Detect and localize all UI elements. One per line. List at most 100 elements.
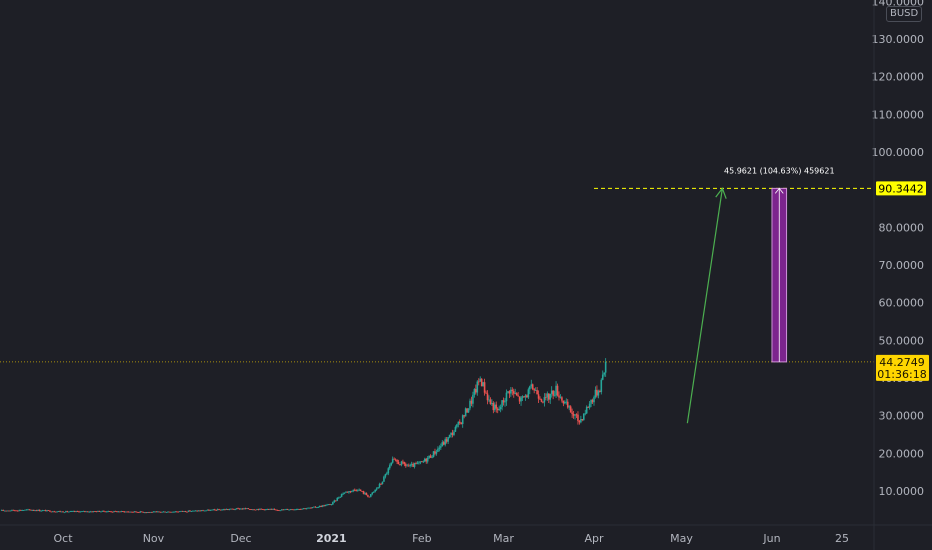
candle-countdown-label: 01:36:18 — [877, 368, 926, 381]
candle-body — [158, 511, 161, 513]
candle-body — [431, 457, 433, 458]
price-tick-label: 100.0000 — [872, 146, 925, 159]
candle-body — [231, 508, 234, 510]
candle-body — [419, 461, 422, 463]
candle-body — [561, 397, 563, 401]
candle-body — [447, 437, 449, 442]
candle-body — [51, 511, 54, 513]
candle-body — [225, 509, 228, 511]
candle-body — [323, 505, 325, 507]
candle-body — [216, 509, 219, 511]
candle-body — [405, 464, 407, 466]
candle-body — [123, 511, 126, 513]
candle-body — [294, 509, 296, 511]
candle-body — [25, 509, 28, 511]
candle-body — [181, 510, 184, 512]
candle-body — [66, 511, 69, 512]
candle-body — [14, 510, 16, 512]
candle-body — [384, 474, 387, 477]
time-tick-label: May — [670, 532, 693, 545]
candle-body — [599, 391, 601, 393]
candle-body — [27, 509, 29, 511]
candle-body — [521, 396, 524, 398]
candle-body — [129, 511, 131, 513]
candle-body — [504, 401, 506, 403]
candle-body — [186, 511, 188, 513]
candle-body — [473, 389, 476, 395]
candle-body — [73, 511, 76, 512]
last-price-tag — [876, 354, 929, 381]
candle-body — [292, 509, 295, 511]
candle-body — [582, 413, 585, 420]
candle-body — [314, 506, 317, 508]
candle-body — [359, 489, 362, 492]
candle-body — [326, 504, 328, 506]
candle-body — [555, 385, 557, 396]
candle-body — [6, 510, 9, 512]
time-axis[interactable]: Oct Nov Dec 2021 Feb Mar Apr May Jun 25 — [53, 532, 849, 545]
candle-body — [552, 390, 554, 396]
candle-body — [114, 511, 117, 512]
candle-body — [356, 490, 359, 492]
candle-body — [510, 389, 512, 394]
candle-body — [299, 509, 302, 510]
candle-body — [397, 461, 400, 465]
last-price-tag-label: 44.2749 — [879, 356, 925, 369]
candle-body — [254, 509, 257, 511]
candle-body — [285, 509, 287, 510]
currency-label[interactable]: BUSD — [886, 6, 923, 22]
candle-body — [508, 391, 511, 394]
candle-body — [94, 511, 96, 513]
candle-body — [352, 489, 355, 491]
candle-body — [362, 491, 365, 494]
candle-body — [526, 395, 528, 398]
candle-body — [175, 511, 178, 513]
candle-body — [157, 511, 159, 513]
candle-body — [0, 510, 3, 511]
candle-body — [44, 510, 47, 512]
candle-body — [228, 509, 231, 511]
candle-body — [536, 390, 538, 395]
candle-body — [361, 491, 363, 492]
candle-body — [178, 511, 181, 513]
candle-body — [111, 511, 114, 513]
candle-body — [206, 509, 209, 511]
candle-body — [307, 507, 309, 509]
candle-body — [49, 510, 51, 512]
candle-body — [253, 509, 255, 511]
candle-body — [515, 393, 518, 396]
candle-body — [3, 510, 6, 512]
candle-body — [496, 408, 499, 411]
candle-body — [171, 511, 174, 513]
candle-body — [235, 508, 238, 510]
candle-body — [24, 509, 26, 511]
candle-body — [35, 510, 38, 512]
price-axis[interactable]: 140.0000 130.0000 120.0000 110.0000 100.0000… — [872, 0, 930, 498]
candle-body — [367, 495, 369, 497]
candle-body — [75, 511, 77, 512]
candle-body — [593, 397, 595, 403]
candle-body — [202, 510, 204, 512]
candle-body — [396, 459, 398, 462]
candle-body — [143, 512, 146, 514]
candle-body — [388, 465, 391, 469]
candle-body — [371, 492, 374, 495]
candle-body — [142, 511, 145, 513]
candle-body — [310, 507, 312, 509]
candle-body — [587, 406, 589, 408]
candle-body — [302, 508, 305, 510]
time-tick-label: Dec — [230, 532, 251, 545]
candle-body — [381, 481, 384, 484]
candle-body — [105, 511, 108, 513]
candle-body — [155, 511, 158, 513]
candle-body — [374, 489, 376, 492]
candle-body — [434, 451, 436, 454]
candle-body — [603, 372, 606, 375]
candle-body — [383, 476, 385, 482]
candle-body — [483, 382, 486, 393]
candle-body — [378, 483, 381, 488]
candle-body — [343, 492, 346, 494]
candle-body — [183, 511, 185, 512]
candle-body — [60, 511, 63, 513]
